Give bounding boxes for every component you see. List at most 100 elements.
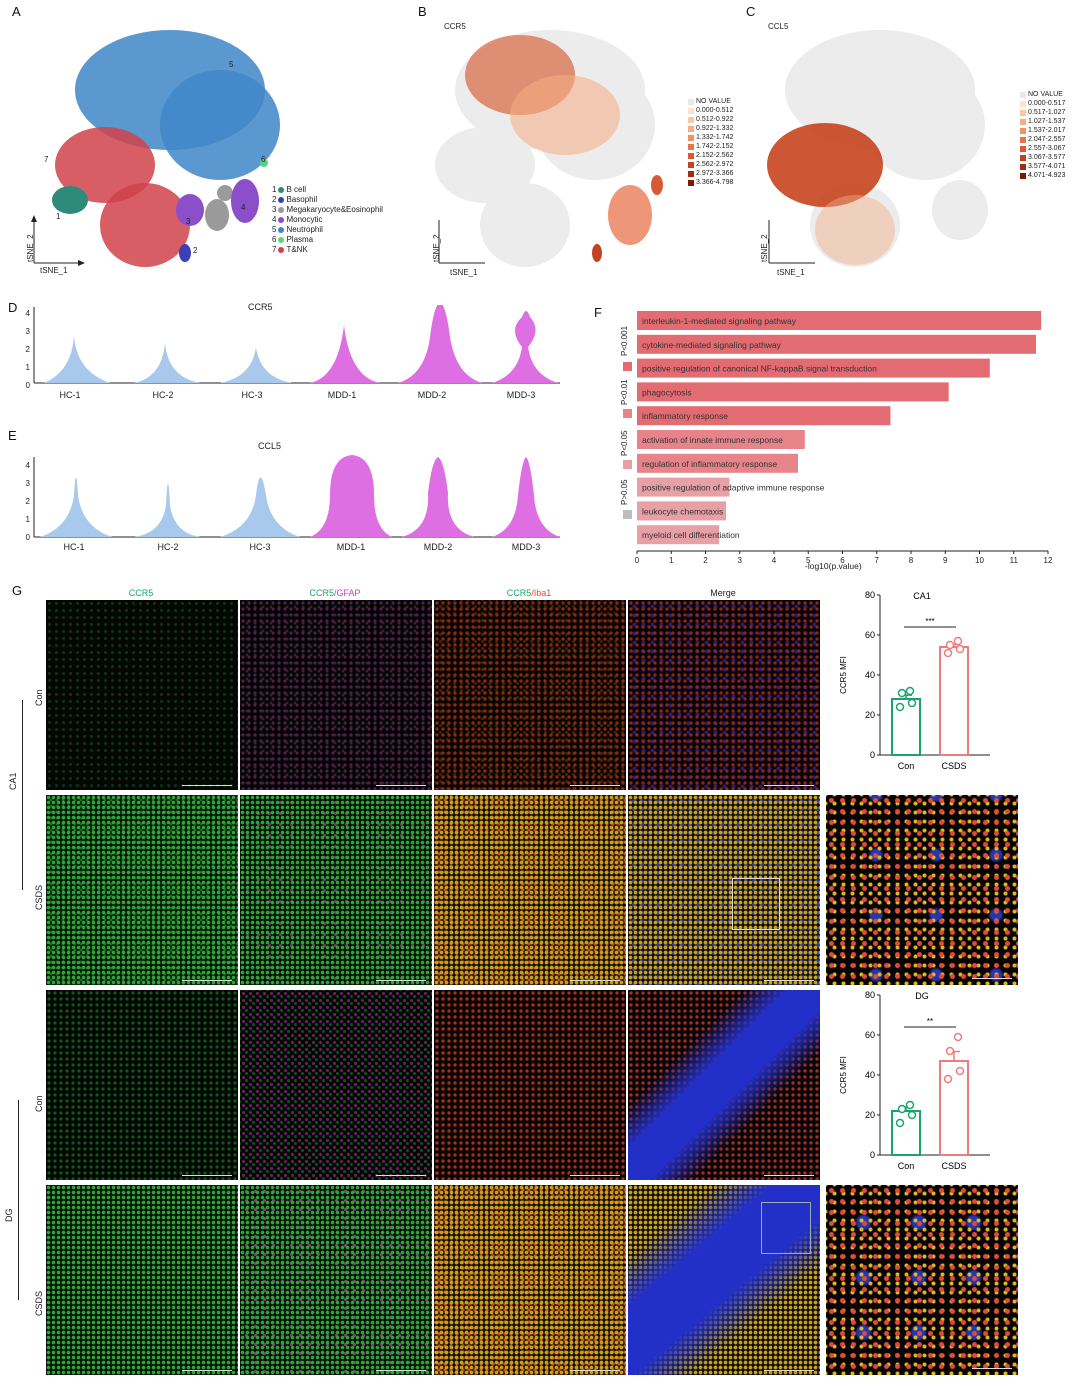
go-bar: [637, 501, 727, 521]
ccr5-legend: NO VALUE 0.000-0.512 0.512-0.922 0.922-1…: [688, 97, 733, 187]
mfi-bar: [939, 646, 969, 756]
violin-d-label: HC-2: [152, 390, 174, 400]
condition-label-con: Con: [34, 1095, 44, 1112]
mfi-title: CA1: [913, 591, 931, 601]
zoom-box: [761, 1202, 811, 1254]
tsne-c-ylabel: tSNE_2: [760, 234, 769, 262]
tsne-b-ylabel: tSNE_2: [432, 234, 441, 262]
panel-letter-d: D: [8, 300, 18, 315]
mfi-data-point: [953, 1032, 963, 1042]
mfi-data-point: [955, 644, 965, 654]
legend-dot-icon: [278, 207, 285, 213]
go-bar: [637, 406, 891, 426]
mfi-data-point: [943, 1074, 953, 1084]
mfi-data-point: [897, 1104, 907, 1114]
micrograph-dg-con-ccr5: [46, 990, 238, 1180]
go-group-label: P<0.01: [620, 379, 629, 405]
condition-label-con: Con: [34, 689, 44, 706]
go-x-tick-label: 1: [669, 556, 674, 565]
go-x-tick-label: 6: [840, 556, 845, 565]
violin-e-label: MDD-1: [336, 542, 366, 552]
cluster-legend-item: 5 Neutrophil: [272, 225, 323, 234]
mfi-y-tick-label: 0: [870, 750, 875, 760]
violin-e-label: MDD-2: [423, 542, 453, 552]
violin-d-title: CCR5: [248, 302, 273, 312]
mfi-bar: [939, 1060, 969, 1156]
micrograph-dg-csds-merge: [628, 1185, 820, 1375]
micrograph-dg-csds-gfap: [240, 1185, 432, 1375]
go-group-swatch: [623, 510, 632, 519]
mfi-y-tick-label: 20: [865, 1110, 875, 1120]
mfi-data-point: [907, 698, 917, 708]
violin-e-label: MDD-3: [511, 542, 541, 552]
panel-letter-f: F: [594, 305, 602, 320]
micrograph-ca1-con-ccr5: [46, 600, 238, 790]
mfi-data-point: [953, 636, 963, 646]
micrograph-dg-con-merge: [628, 990, 820, 1180]
go-group-swatch: [623, 362, 632, 371]
mfi-data-point: [905, 1100, 915, 1110]
violin-d-label: MDD-2: [417, 390, 447, 400]
mfi-data-point: [897, 688, 907, 698]
violin-ccr5: [33, 305, 560, 384]
go-term-label: activation of innate immune response: [642, 435, 783, 445]
tsne-cluster-plot: [31, 30, 280, 267]
mfi-y-tick-label: 60: [865, 630, 875, 640]
mfi-category-label: CSDS: [941, 761, 966, 771]
micrograph-ca1-con-gfap: [240, 600, 432, 790]
mfi-y-tick-label: 0: [870, 1150, 875, 1160]
go-x-tick-label: 9: [943, 556, 948, 565]
tsne-ccl5-plot: [767, 30, 988, 267]
region-label-dg: DG: [4, 1208, 14, 1223]
violin-e-title: CCL5: [258, 441, 282, 451]
mfi-data-point: [895, 1118, 905, 1128]
micrograph-dg-con-gfap: [240, 990, 432, 1180]
mfi-data-point: [907, 1110, 917, 1120]
tsne-b-xlabel: tSNE_1: [450, 268, 478, 277]
go-x-tick-label: 2: [703, 556, 708, 565]
go-bar: [637, 382, 949, 402]
condition-label-csds: CSDS: [34, 884, 44, 910]
region-bracket: [22, 700, 23, 890]
cluster-legend-item: 7 T&NK: [272, 245, 308, 254]
micrograph-ca1-csds-iba1: [434, 795, 626, 985]
mfi-data-point: [945, 1046, 955, 1056]
go-term-label: regulation of inflammatory response: [642, 459, 777, 469]
mfi-bar-chart-ca1: CA1 0 20 40 60 80 CCR5 MFI Con CSDS ***: [839, 590, 990, 771]
go-term-label: interleukin-1-mediated signaling pathway: [642, 316, 797, 326]
mfi-y-tick-label: 40: [865, 1070, 875, 1080]
go-term-label: leukocyte chemotaxis: [642, 506, 723, 516]
go-term-label: positive regulation of adaptive immune r…: [642, 483, 825, 493]
micrograph-ca1-con-merge: [628, 600, 820, 790]
mfi-y-tick-label: 60: [865, 1030, 875, 1040]
mfi-ylabel: CCR5 MFI: [839, 1056, 848, 1094]
go-x-tick-label: 3: [738, 556, 743, 565]
region-label-ca1: CA1: [8, 772, 18, 790]
go-x-tick-label: 12: [1044, 556, 1053, 565]
mfi-y-tick-label: 80: [865, 990, 875, 1000]
go-term-label: cytokine-mediated signaling pathway: [642, 340, 782, 350]
tsne-c-xlabel: tSNE_1: [777, 268, 805, 277]
cluster-legend-item: 6 Plasma: [272, 235, 314, 244]
legend-dot-icon: [278, 237, 285, 243]
legend-dot-icon: [278, 247, 285, 253]
go-group-swatch: [623, 409, 632, 418]
mfi-data-point: [943, 648, 953, 658]
go-bar: [637, 525, 720, 545]
panel-letter-c: C: [746, 4, 756, 19]
tsne-c-title: CCL5: [768, 22, 789, 31]
tsne-ccr5-plot: [435, 30, 663, 267]
cluster-tag-6: 6: [261, 155, 266, 164]
micrograph-dg-csds-iba1: [434, 1185, 626, 1375]
go-x-tick-label: 10: [975, 556, 984, 565]
go-x-tick-label: 0: [635, 556, 640, 565]
panel-letter-b: B: [418, 4, 427, 19]
go-bar: [637, 477, 730, 497]
condition-label-csds: CSDS: [34, 1290, 44, 1316]
panel-letter-e: E: [8, 428, 17, 443]
tsne-b-title: CCR5: [444, 22, 466, 31]
region-bracket: [18, 1100, 19, 1300]
go-bar: [637, 311, 1042, 330]
